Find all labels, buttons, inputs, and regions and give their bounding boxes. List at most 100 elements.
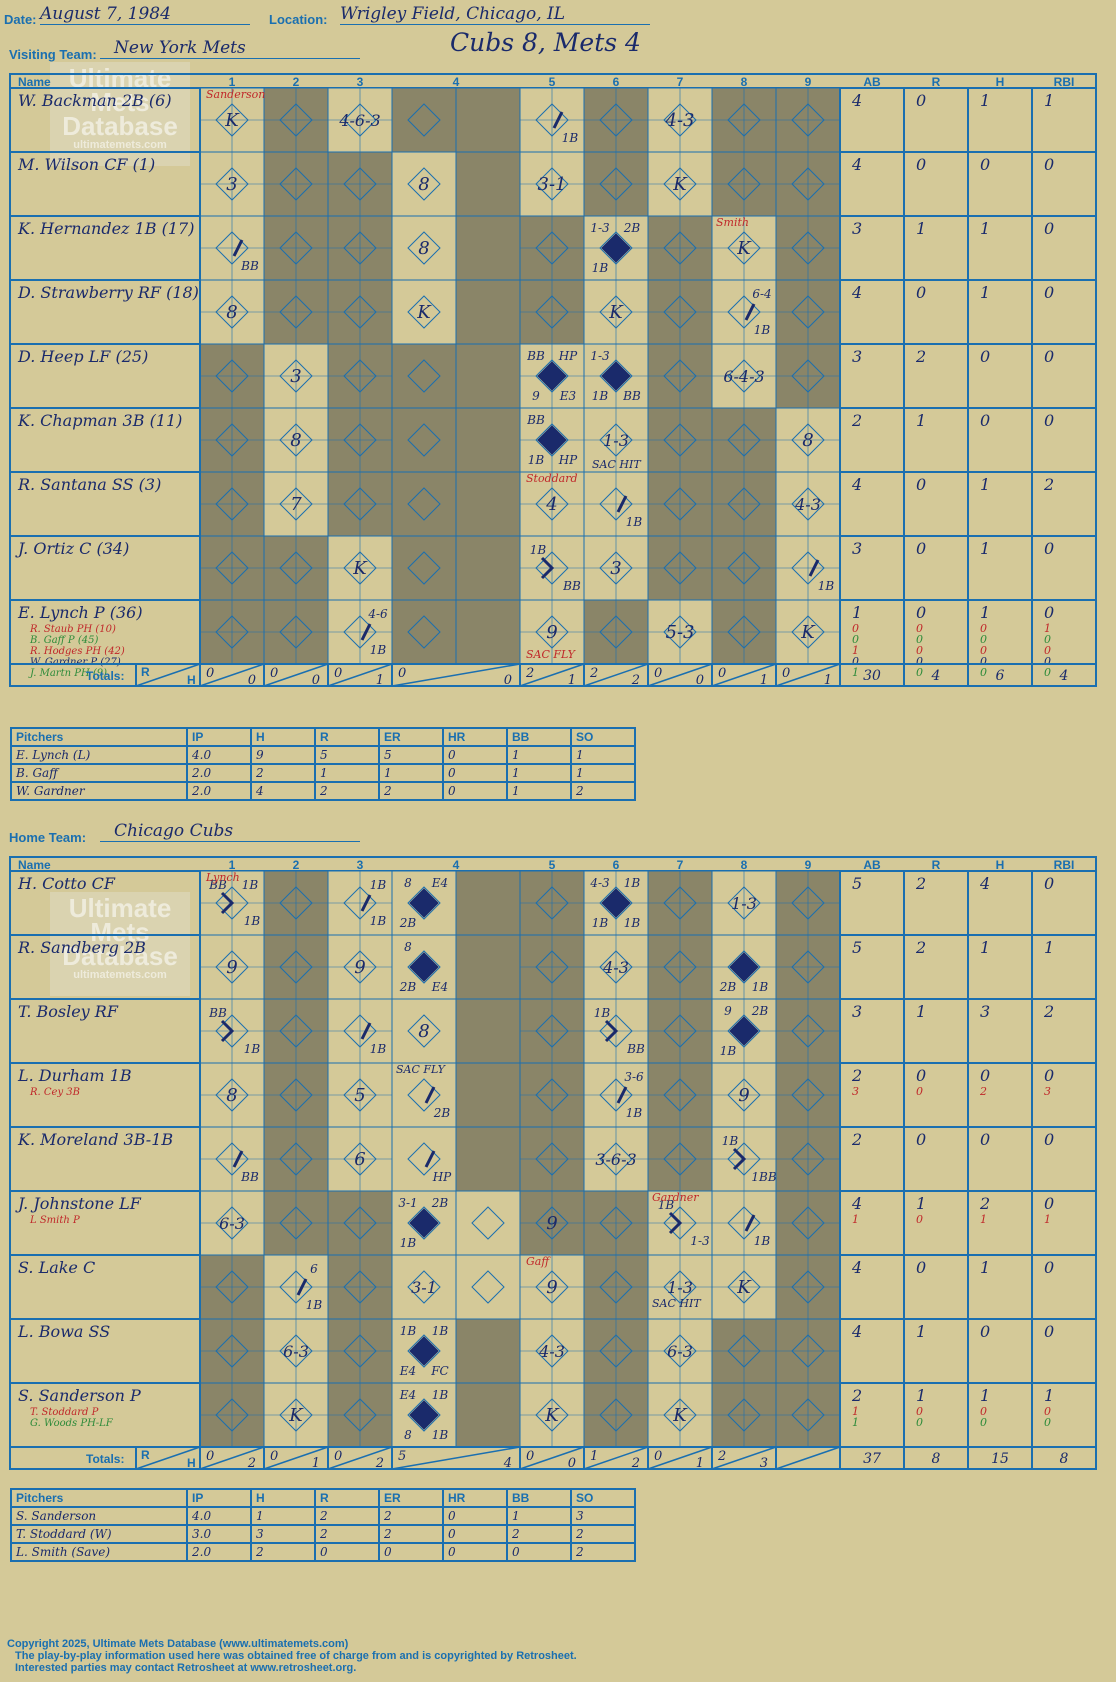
stat-value: 3 bbox=[852, 219, 862, 238]
stat-value: 0 bbox=[916, 539, 926, 558]
pitching-change-note: Stoddard bbox=[526, 472, 578, 485]
pitcher-stat: 0 bbox=[442, 1524, 508, 1544]
inning-cell bbox=[455, 1254, 521, 1320]
sub-player-name: G. Woods PH-LF bbox=[30, 1418, 114, 1429]
pitching-change-note: SAC HIT bbox=[652, 1297, 702, 1310]
stat-header: RBI bbox=[1054, 75, 1075, 89]
play-result: 1B bbox=[306, 1298, 323, 1312]
play-result: 8 bbox=[226, 302, 237, 323]
inning-runs: 0 bbox=[270, 1449, 278, 1464]
base-diamond bbox=[279, 295, 313, 329]
stat-cell bbox=[1031, 998, 1097, 1064]
sub-stat-value: 0 bbox=[852, 633, 859, 646]
inning-hits: 2 bbox=[247, 1456, 256, 1471]
stat-value: 0 bbox=[1044, 219, 1054, 238]
stat-value: 0 bbox=[1044, 1258, 1054, 1277]
play-result: 8 bbox=[418, 238, 429, 259]
stat-value: 2 bbox=[851, 411, 862, 430]
home-team-label: Home Team: bbox=[9, 830, 87, 845]
inning-header: 6 bbox=[613, 75, 620, 89]
inning-header: 5 bbox=[549, 75, 556, 89]
base-diamond bbox=[343, 1078, 377, 1112]
pitcher-col-header: SO bbox=[570, 727, 636, 747]
run-note: 2B bbox=[399, 916, 417, 930]
visiting-team-label: Visiting Team: bbox=[9, 47, 97, 62]
base-diamond bbox=[727, 1334, 761, 1368]
inning-cell bbox=[455, 870, 521, 936]
base-diamond bbox=[535, 167, 569, 201]
run-note: BB bbox=[622, 389, 641, 403]
base-diamond bbox=[215, 886, 249, 920]
inning-cell bbox=[455, 87, 521, 153]
play-result: 9 bbox=[738, 1085, 749, 1106]
stat-value: 0 bbox=[980, 347, 990, 366]
stat-value: 0 bbox=[916, 475, 926, 494]
inning-runs: 0 bbox=[654, 1449, 662, 1464]
inning-cell bbox=[391, 215, 457, 281]
base-diamond bbox=[791, 423, 825, 457]
total-stat: 15 bbox=[991, 1451, 1009, 1467]
inning-header: 2 bbox=[293, 75, 300, 89]
total-stat: 8 bbox=[1060, 1451, 1069, 1467]
sub-stat-value: 0 bbox=[980, 655, 987, 668]
base-diamond bbox=[471, 1270, 505, 1304]
base-diamond bbox=[599, 1014, 633, 1048]
inning-cell bbox=[391, 535, 457, 601]
base-diamond bbox=[727, 103, 761, 137]
base-diamond bbox=[791, 1270, 825, 1304]
footer-retrosheet-note: The play-by-play information used here w… bbox=[15, 1650, 577, 1662]
inning-cell bbox=[391, 343, 457, 409]
base-diamond bbox=[407, 1206, 441, 1240]
stat-cell bbox=[903, 1382, 969, 1448]
pitcher-col-header: SO bbox=[570, 1488, 636, 1508]
stat-cell bbox=[903, 1318, 969, 1384]
sub-stat-value: 1 bbox=[852, 1213, 859, 1226]
pitching-change-note: SAC HIT bbox=[592, 458, 642, 471]
pitcher-stat: 2.0 bbox=[186, 763, 252, 783]
base-diamond bbox=[471, 1206, 505, 1240]
pitcher-stat: 3.0 bbox=[186, 1524, 252, 1544]
pitcher-col-header: BB bbox=[506, 727, 572, 747]
play-result: 1B bbox=[626, 1106, 643, 1120]
run-note: 1B bbox=[624, 876, 641, 890]
base-diamond bbox=[599, 1142, 633, 1176]
base-diamond bbox=[663, 1078, 697, 1112]
run-note: 8 bbox=[404, 1428, 412, 1442]
play-result: 8 bbox=[226, 1085, 237, 1106]
inning-runs: 0 bbox=[334, 1449, 342, 1464]
stat-value: 0 bbox=[980, 155, 990, 174]
base-diamond bbox=[409, 888, 439, 918]
stat-value: 0 bbox=[916, 1066, 926, 1085]
player-name: E. Lynch P (36) bbox=[17, 603, 143, 622]
base-diamond bbox=[407, 167, 441, 201]
stat-value: 2 bbox=[915, 347, 926, 366]
base-diamond bbox=[663, 551, 697, 585]
inning-cell bbox=[391, 407, 457, 473]
base-diamond bbox=[791, 1398, 825, 1432]
play-result: 3-1 bbox=[538, 174, 567, 195]
stat-cell bbox=[839, 279, 905, 345]
sub-player-name: R. Staub PH (10) bbox=[29, 624, 116, 635]
player-name: W. Backman 2B (6) bbox=[18, 91, 172, 110]
base-diamond bbox=[599, 1206, 633, 1240]
sub-stat-value: 0 bbox=[1044, 655, 1051, 668]
base-diamond bbox=[215, 423, 249, 457]
player-name: K. Chapman 3B (11) bbox=[17, 411, 182, 430]
base-diamond bbox=[215, 103, 249, 137]
run-note: E4 bbox=[431, 876, 448, 890]
sub-stat-value: 1 bbox=[852, 666, 859, 679]
base-diamond bbox=[215, 1398, 249, 1432]
base-diamond bbox=[663, 1270, 697, 1304]
home-team-name: Chicago Cubs bbox=[100, 821, 360, 842]
sub-stat-value: 1 bbox=[852, 1405, 859, 1418]
base-diamond bbox=[599, 1270, 633, 1304]
inning-hits: 4 bbox=[503, 1456, 512, 1471]
sub-stat-value: 0 bbox=[980, 633, 987, 646]
base-diamond bbox=[535, 950, 569, 984]
inning-cell bbox=[455, 215, 521, 281]
base-diamond bbox=[343, 359, 377, 393]
stat-cell bbox=[967, 535, 1033, 601]
inning-cell bbox=[455, 1382, 521, 1448]
totals-r-label: R bbox=[141, 1448, 150, 1462]
sub-stat-value: 0 bbox=[852, 622, 859, 635]
